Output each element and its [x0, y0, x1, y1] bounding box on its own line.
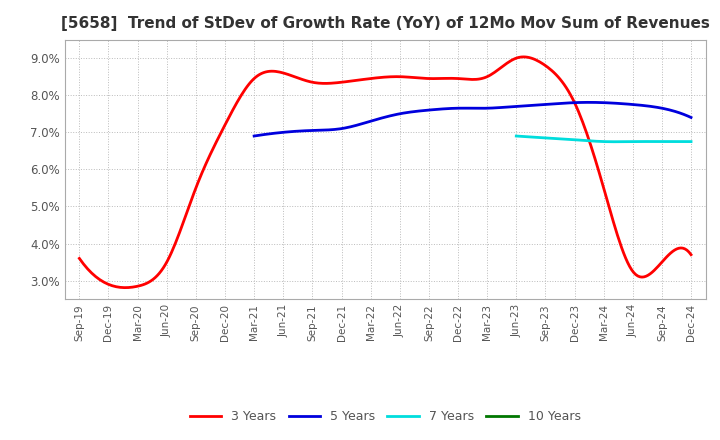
5 Years [251, 133, 260, 139]
3 Years [687, 252, 696, 257]
5 Years [517, 103, 526, 109]
3 Years [519, 54, 528, 59]
3 Years [439, 76, 448, 81]
3 Years [75, 256, 84, 261]
3 Years [120, 285, 129, 290]
3 Years [77, 259, 86, 264]
5 Years [619, 101, 628, 106]
7 Years [660, 139, 668, 144]
5 Years [687, 115, 696, 120]
5 Years [647, 104, 656, 109]
7 Years [616, 139, 625, 144]
7 Years [611, 139, 619, 144]
3 Years [595, 169, 603, 175]
7 Years [512, 133, 521, 139]
7 Years [513, 133, 521, 139]
3 Years [441, 76, 450, 81]
Line: 7 Years: 7 Years [516, 136, 691, 142]
7 Years [671, 139, 680, 144]
7 Years [616, 139, 625, 144]
5 Years [250, 133, 258, 139]
Line: 3 Years: 3 Years [79, 57, 691, 288]
5 Years [585, 100, 593, 105]
3 Years [451, 76, 460, 81]
Legend: 3 Years, 5 Years, 7 Years, 10 Years: 3 Years, 5 Years, 7 Years, 10 Years [185, 405, 585, 428]
7 Years [619, 139, 628, 144]
7 Years [687, 139, 696, 144]
Title: [5658]  Trend of StDev of Growth Rate (YoY) of 12Mo Mov Sum of Revenues: [5658] Trend of StDev of Growth Rate (Yo… [60, 16, 710, 32]
5 Years [510, 104, 518, 109]
5 Years [508, 104, 517, 109]
3 Years [634, 273, 642, 279]
Line: 5 Years: 5 Years [254, 103, 691, 136]
